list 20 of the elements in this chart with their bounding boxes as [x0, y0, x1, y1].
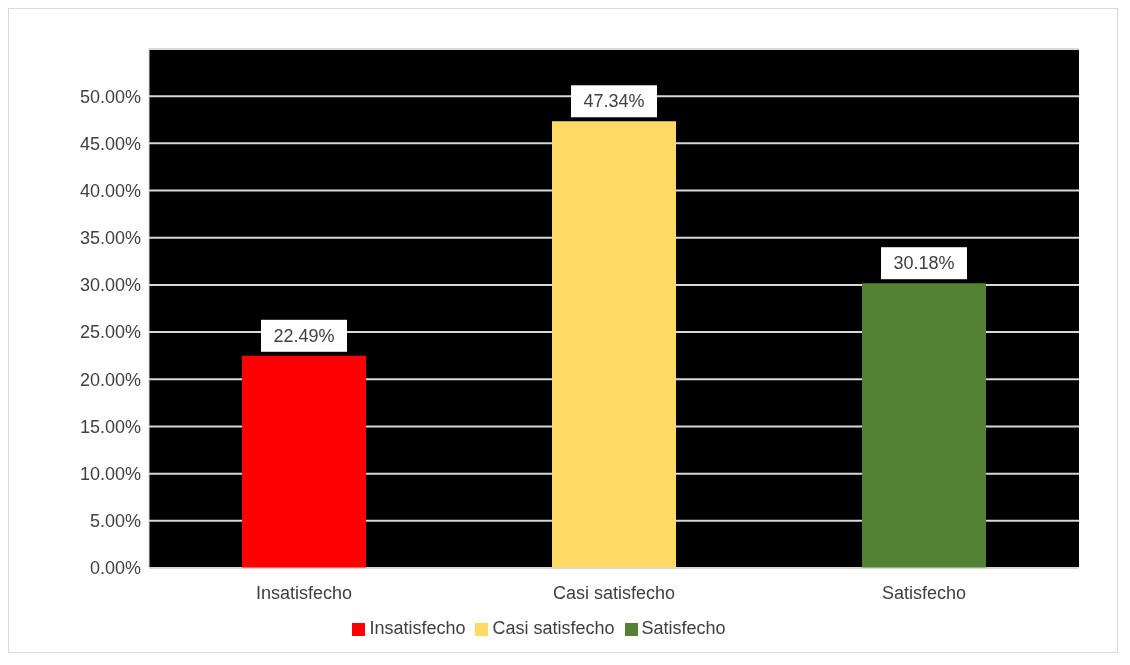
- y-tick-label: 5.00%: [89, 511, 141, 532]
- legend-label: Satisfecho: [641, 618, 726, 638]
- y-tick-label: 50.00%: [79, 86, 141, 107]
- y-tick-label: 40.00%: [79, 180, 141, 201]
- data-label: 47.34%: [583, 91, 645, 112]
- y-tick-label: 15.00%: [79, 416, 141, 437]
- y-tick-label: 30.00%: [79, 275, 141, 296]
- x-tick-label: Insatisfecho: [255, 582, 353, 603]
- x-tick-label: Satisfecho: [881, 582, 967, 603]
- legend-label: Insatisfecho: [369, 618, 466, 638]
- legend-label: Casi satisfecho: [492, 618, 615, 638]
- y-tick-label: 45.00%: [79, 133, 141, 154]
- y-tick-label: 10.00%: [79, 464, 141, 485]
- data-label: 22.49%: [273, 325, 335, 346]
- y-tick-label: 35.00%: [79, 228, 141, 249]
- y-tick-label: 20.00%: [79, 369, 141, 390]
- data-label: 30.18%: [893, 253, 955, 274]
- y-tick-label: 25.00%: [79, 322, 141, 343]
- x-tick-label: Casi satisfecho: [552, 582, 676, 603]
- y-tick-label: 0.00%: [89, 558, 141, 579]
